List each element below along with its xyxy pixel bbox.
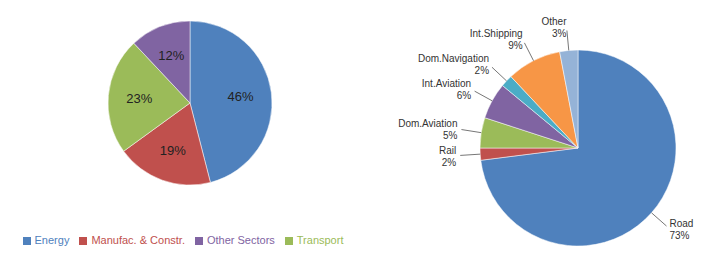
svg-text:19%: 19% <box>160 143 186 158</box>
svg-text:46%: 46% <box>227 89 253 104</box>
svg-text:Int.Shipping9%: Int.Shipping9% <box>470 28 523 51</box>
svg-text:Rail2%: Rail2% <box>439 145 456 168</box>
svg-text:Dom.Navigation2%: Dom.Navigation2% <box>418 53 489 76</box>
svg-text:Dom.Aviation5%: Dom.Aviation5% <box>398 118 457 141</box>
svg-text:Other3%: Other3% <box>542 16 568 39</box>
svg-text:Road73%: Road73% <box>670 218 694 241</box>
html-text:Manufac. & Constr.: Manufac. & Constr. <box>91 234 185 246</box>
svg-text:Int.Aviation6%: Int.Aviation6% <box>422 78 471 101</box>
html-text:Energy: Energy <box>34 234 70 246</box>
html-text:Other Sectors: Other Sectors <box>206 234 275 246</box>
svg-text:12%: 12% <box>158 48 184 63</box>
svg-text:23%: 23% <box>126 91 152 106</box>
html-text:Transport: Transport <box>296 234 344 246</box>
